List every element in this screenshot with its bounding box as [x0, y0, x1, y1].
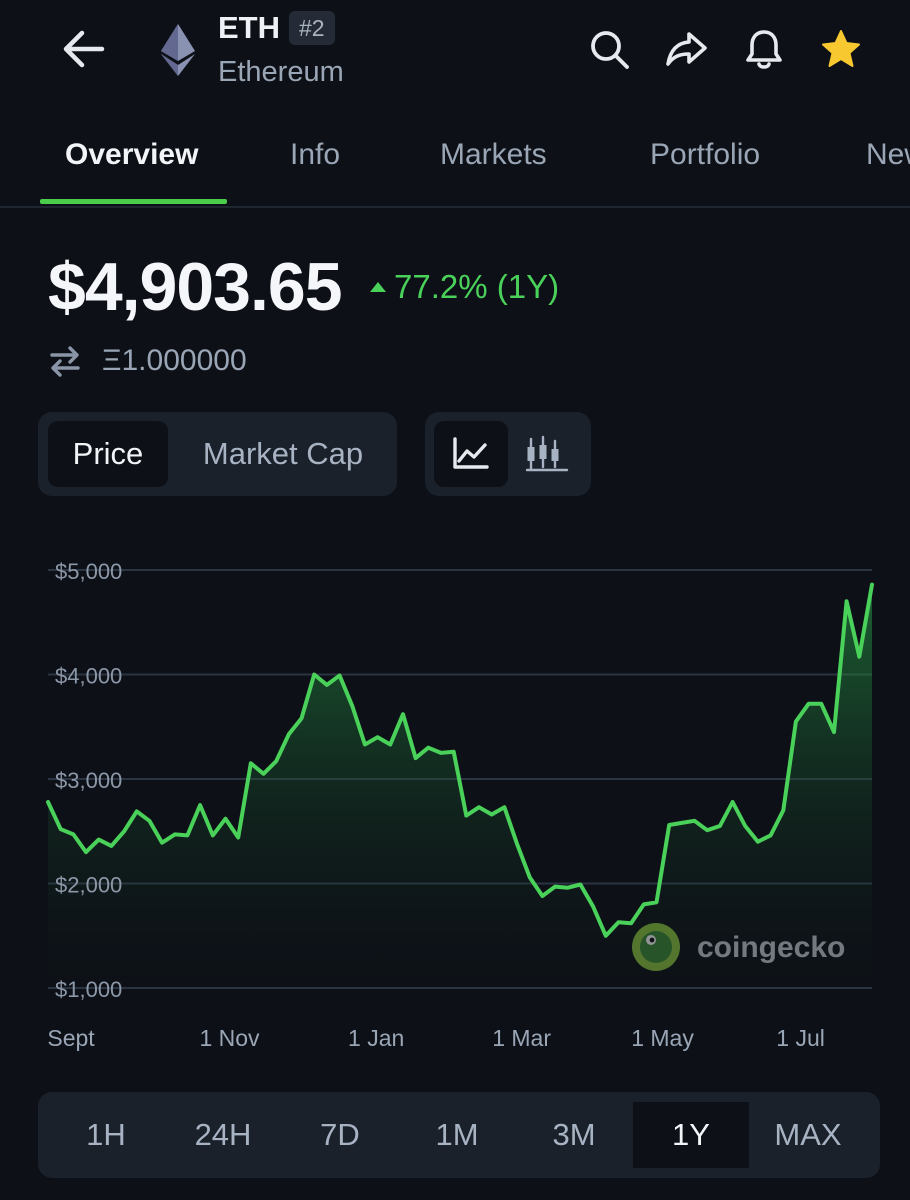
y-tick-label: $1,000 — [55, 977, 122, 1002]
time-range-selector: 1H 24H 7D 1M 3M 1Y MAX — [38, 1092, 880, 1178]
tab-markets[interactable]: Markets — [440, 138, 547, 171]
metric-toggle: Price Market Cap — [38, 412, 397, 496]
swap-icon[interactable] — [48, 344, 82, 378]
range-button-1h[interactable]: 1H — [86, 1117, 126, 1152]
search-icon[interactable] — [586, 26, 632, 72]
star-icon[interactable] — [818, 26, 864, 72]
range-button-24h[interactable]: 24H — [194, 1117, 252, 1152]
share-icon[interactable] — [663, 26, 709, 72]
chart-type-toggle — [425, 412, 591, 496]
x-tick-label: 1 May — [631, 1025, 694, 1051]
tab-info[interactable]: Info — [290, 138, 341, 171]
current-price: $4,903.65 — [48, 249, 343, 325]
x-tick-label: Sept — [47, 1025, 95, 1051]
price-change-value: 77.2% (1Y) — [394, 268, 560, 305]
back-arrow-icon[interactable] — [58, 26, 110, 72]
y-tick-label: $5,000 — [55, 559, 122, 584]
tab-new[interactable]: New — [866, 138, 910, 171]
candlestick-icon[interactable] — [515, 421, 581, 487]
y-tick-label: $3,000 — [55, 768, 122, 793]
range-button-1y[interactable]: 1Y — [633, 1102, 749, 1168]
y-tick-label: $2,000 — [55, 873, 122, 898]
tab-bar: Overview Info Markets Portfolio New — [0, 118, 910, 208]
coingecko-watermark: coingecko — [632, 923, 845, 971]
watermark-text: coingecko — [697, 931, 845, 964]
range-button-1m[interactable]: 1M — [435, 1117, 479, 1152]
x-tick-label: 1 Jan — [348, 1025, 404, 1051]
x-tick-label: 1 Mar — [492, 1025, 551, 1051]
x-tick-label: 1 Nov — [199, 1025, 260, 1051]
price-toggle-button[interactable]: Price — [48, 421, 168, 487]
range-button-max[interactable]: MAX — [774, 1117, 842, 1152]
coin-header: ETH #2 Ethereum — [0, 0, 910, 110]
coin-name: Ethereum — [218, 56, 344, 88]
price-chart[interactable]: $5,000 $4,000 $3,000 $2,000 $1,000 Sept 1 Nov… — [0, 540, 910, 1080]
range-button-7d[interactable]: 7D — [320, 1117, 360, 1152]
range-button-3m[interactable]: 3M — [552, 1117, 596, 1152]
up-triangle-icon — [370, 282, 386, 292]
bell-icon[interactable] — [741, 26, 787, 72]
line-chart-icon[interactable] — [434, 421, 508, 487]
active-tab-indicator — [40, 199, 227, 204]
tab-overview[interactable]: Overview — [65, 138, 199, 171]
rank-badge: #2 — [289, 11, 335, 45]
x-tick-label: 1 Jul — [776, 1025, 825, 1051]
y-tick-label: $4,000 — [55, 664, 122, 689]
coin-symbol: ETH — [218, 10, 280, 45]
market-cap-toggle-button[interactable]: Market Cap — [202, 436, 364, 471]
ethereum-logo-icon — [158, 22, 198, 78]
tab-portfolio[interactable]: Portfolio — [650, 138, 761, 171]
price-change: 77.2% (1Y) — [370, 268, 559, 306]
price-line — [46, 582, 874, 938]
eth-amount: Ξ1.000000 — [102, 344, 247, 377]
